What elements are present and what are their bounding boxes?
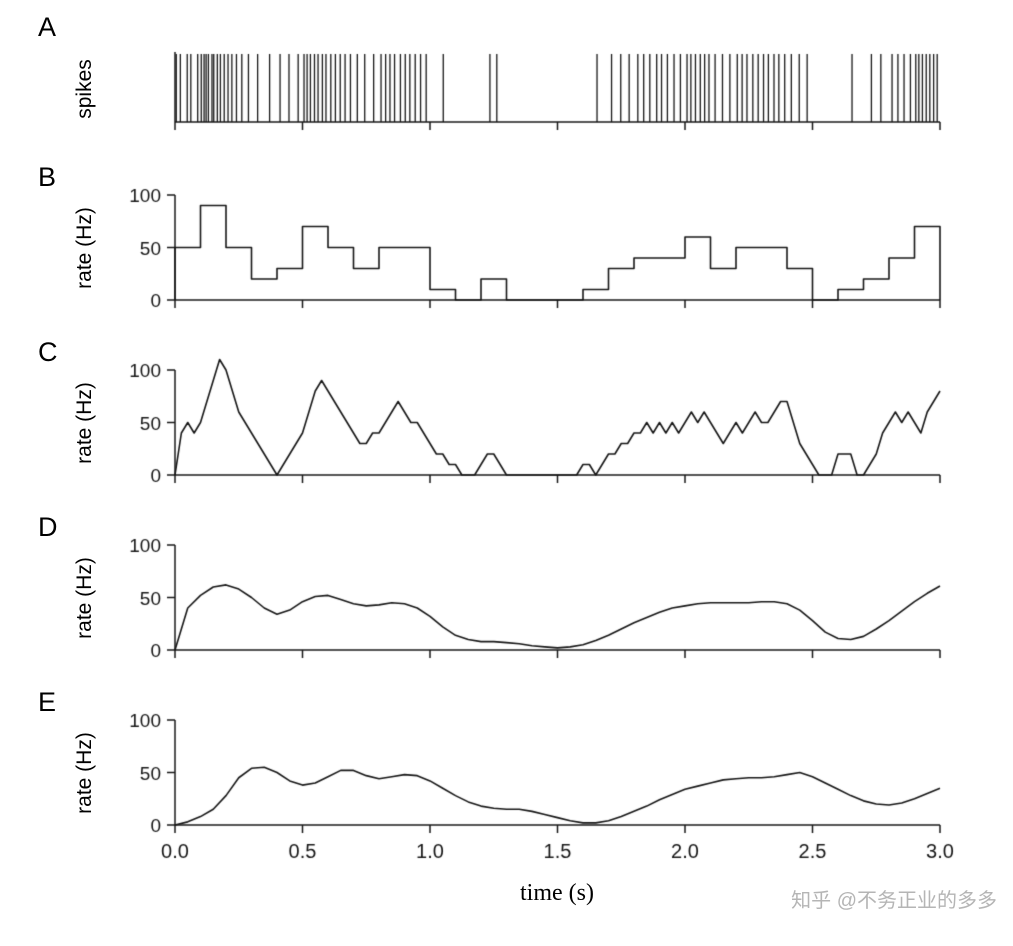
- panel-a-spike-raster-plot: [0, 10, 1013, 156]
- panel-d-gaussian-rate-plot: [0, 510, 1013, 682]
- panel-e-causal-rate-plot: [0, 685, 1013, 881]
- panel-c-sliding-window-rate-plot: [0, 335, 1013, 507]
- watermark: 知乎 @不务正业的多多: [791, 890, 997, 912]
- x-axis-label: time (s): [520, 880, 594, 906]
- panel-b-rate-histogram-plot: [0, 160, 1013, 332]
